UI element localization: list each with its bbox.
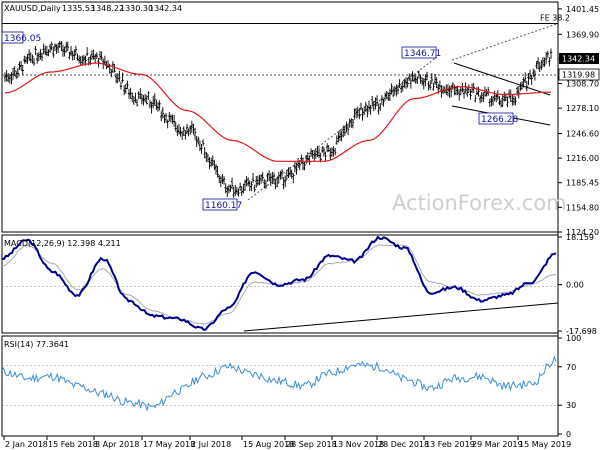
- rsi-line: [1, 355, 557, 412]
- rsi-header: RSI(14) 77.3641: [4, 340, 69, 349]
- macd-line: [1, 235, 557, 331]
- annotation-low-2018-text: 1160.17: [205, 201, 242, 211]
- price-header-close: 1342.34: [149, 4, 182, 13]
- price-y-tick-label: 1308.70: [566, 80, 599, 89]
- price-y-tick-label: 1246.60: [566, 129, 599, 138]
- fe-label: FE 38.2: [540, 14, 570, 23]
- rsi-y-tick-label: 100: [566, 334, 581, 343]
- price-header-symbol: XAUUSD,Daily: [4, 4, 61, 13]
- macd-trendline: [243, 302, 559, 332]
- price-y-tick-label: 1185.45: [566, 179, 599, 188]
- annotation-high-2018-text: 1366.05: [4, 34, 41, 44]
- macd-y-axis: 18.159 0.00 -17.698: [558, 233, 597, 336]
- x-tick-label: 28 Dec 2018: [378, 440, 429, 449]
- rsi-y-tick-label: 70: [566, 363, 576, 372]
- x-tick-label: 13 Nov 2018: [333, 440, 384, 449]
- annotation-low-2019: 1266.28: [478, 112, 518, 125]
- macd-y-tick-label: 18.159: [566, 233, 594, 242]
- x-tick-label: 2 Jan 2018: [5, 440, 48, 449]
- annotation-low-2019-text: 1266.28: [481, 115, 518, 125]
- current-price-label: 1342.34: [562, 55, 595, 64]
- fe-projection-dashed-line: [451, 23, 559, 61]
- rsi-panel: [1, 335, 559, 437]
- price-bars: [3, 40, 553, 199]
- x-tick-label: 2 Jul 2018: [191, 440, 231, 449]
- channel-upper-line: [453, 62, 551, 96]
- annotation-high-2019-text: 1346.71: [404, 49, 441, 59]
- x-tick-label: 15 Aug 2018: [243, 440, 294, 449]
- macd-signal-line: [1, 244, 557, 325]
- x-tick-label: 15 May 2019: [519, 440, 571, 449]
- annotation-high-2019: 1346.71: [401, 46, 441, 59]
- price-y-tick-label: 1154.80: [566, 203, 599, 212]
- price-header-high: 1348.22: [91, 4, 124, 13]
- x-tick-label: 15 Feb 2018: [48, 440, 98, 449]
- x-tick-label: 13 Feb 2019: [425, 440, 475, 449]
- current-price-box: 1342.34: [559, 53, 599, 64]
- annotation-low-2018: 1160.17: [202, 198, 242, 211]
- rsi-y-tick-label: 30: [566, 401, 576, 410]
- rsi-y-tick-label: 0: [566, 430, 571, 439]
- sma-line: [4, 62, 552, 162]
- macd-header: MACD(12,26,9) 12.398 4.211: [4, 239, 121, 248]
- price-y-tick-label: 1369.90: [566, 30, 599, 39]
- macd-y-tick-label: 0.00: [566, 281, 584, 290]
- macd-y-tick-label: -17.698: [566, 327, 597, 336]
- x-tick-label: 29 Mar 2019: [472, 440, 523, 449]
- annotation-high-2018: 1366.05: [1, 31, 41, 44]
- watermark: ActionForex.com: [392, 191, 567, 215]
- x-tick-label: 28 Sep 2018: [286, 440, 337, 449]
- rsi-y-axis: 100 70 30 0: [558, 334, 581, 439]
- price-header-low: 1330.30: [120, 4, 153, 13]
- price-y-tick-label: 1216.00: [566, 154, 599, 163]
- level-price-label: 1319.98: [562, 71, 595, 80]
- x-tick-label: 3 Apr 2018: [95, 440, 139, 449]
- price-header-open: 1335.53: [62, 4, 95, 13]
- x-tick-label: 17 May 2018: [143, 440, 195, 449]
- price-y-tick-label: 1278.10: [566, 104, 599, 113]
- level-price-box: 1319.98: [558, 68, 600, 81]
- price-y-tick-label: 1401.45: [566, 5, 599, 14]
- price-y-tick-label: 1124.20: [566, 228, 599, 237]
